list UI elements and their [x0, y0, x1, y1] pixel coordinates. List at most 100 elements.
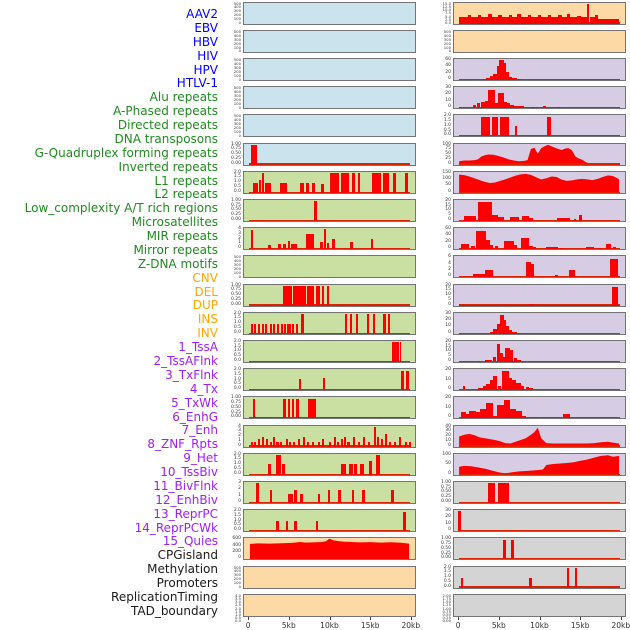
data-bar	[515, 411, 523, 419]
y-tick-label: 10	[445, 520, 451, 526]
data-bar	[266, 439, 269, 447]
y-tick-label: 20	[445, 395, 451, 401]
y-tick-label: 0	[448, 527, 451, 533]
y-tick-label: 0.50	[442, 612, 451, 617]
data-baseline	[459, 135, 620, 137]
track-label-AAV2: AAV2	[186, 7, 218, 21]
y-tick-label: 100	[233, 72, 241, 78]
y-tick-label: 200	[232, 549, 241, 555]
data-bar	[483, 78, 487, 80]
y-tick-label: 0.50	[440, 545, 451, 551]
y-tick-label: 0	[448, 414, 451, 420]
y-tick-label: 0	[448, 273, 451, 279]
data-bar	[556, 218, 571, 221]
data-bar	[580, 16, 588, 24]
data-bar	[532, 247, 537, 250]
data-bar	[517, 14, 521, 24]
data-bar	[300, 494, 303, 503]
y-tick-label: 4	[238, 226, 241, 232]
y-tick-label: 2.0	[443, 113, 451, 119]
x-tick-label: 5kb	[281, 620, 296, 630]
y-tick-label: 0	[448, 188, 451, 194]
y-tick-label: 40	[445, 63, 451, 69]
data-bar	[349, 463, 353, 475]
data-bar	[513, 358, 518, 362]
data-bar	[465, 414, 470, 419]
y-tick-label: 300	[233, 93, 241, 98]
y-tick-label: 0.0	[233, 329, 241, 335]
y-tick-label: 1.0	[443, 122, 451, 128]
data-bar	[510, 217, 519, 221]
data-bar	[305, 234, 315, 250]
data-bar	[269, 489, 273, 503]
track-label-12_EnhBiv: 12_EnhBiv	[155, 492, 218, 507]
y-tick-label: 2	[238, 433, 241, 439]
data-bar	[273, 436, 276, 447]
y-tick-label: 30	[445, 508, 451, 514]
data-bar	[340, 173, 350, 193]
data-bar	[492, 116, 499, 137]
track-panel-HIV	[243, 86, 416, 110]
data-bar	[517, 79, 521, 80]
data-bar	[486, 77, 490, 80]
data-bar	[347, 441, 350, 447]
data-bar	[560, 247, 564, 250]
data-bar	[489, 76, 494, 80]
y-tick-label: 300	[233, 64, 241, 70]
data-bar	[333, 436, 336, 447]
track-panel-6_EnhG	[453, 198, 626, 222]
y-tick-label: 0.5	[233, 325, 241, 331]
x-tick-mark	[580, 616, 582, 620]
track-label-Z-DNA motifs: Z-DNA motifs	[137, 256, 218, 271]
x-tick-label: 0	[455, 620, 461, 630]
y-tick-label: 1.00	[230, 395, 241, 401]
data-bar	[505, 348, 511, 362]
y-tick-label: 1.5	[234, 608, 241, 614]
y-tick-label: 0.75	[230, 287, 241, 293]
data-bar	[476, 230, 487, 250]
y-tick-label: 5	[448, 353, 451, 359]
data-bar	[294, 489, 297, 503]
y-tick-label: 1.5	[233, 343, 241, 349]
data-bar	[513, 105, 521, 109]
data-bar	[289, 441, 292, 447]
y-axis-ticks-14_ReprPCWk: 40 30 20 10 0	[421, 424, 451, 448]
data-bar	[503, 400, 511, 419]
data-bar	[254, 441, 257, 447]
data-bar	[328, 441, 331, 447]
y-tick-label: 0	[238, 48, 241, 54]
data-bar	[283, 285, 292, 306]
y-tick-label: 0.00	[440, 499, 451, 505]
y-tick-label: 20	[445, 197, 451, 203]
data-bar	[589, 17, 596, 24]
y-tick-label: 400	[233, 60, 241, 66]
track-label-8_ZNF_Rpts: 8_ZNF_Rpts	[147, 437, 218, 452]
y-tick-label: 0	[448, 104, 451, 110]
y-tick-label: 40	[445, 232, 451, 238]
data-bar	[344, 436, 347, 447]
track-panel-9_Het	[453, 283, 626, 307]
y-tick-label: 1.0	[233, 517, 241, 523]
y-axis-ticks-L1 repeats: 2.0 1.5 1.0 0.5 0.0	[211, 339, 241, 363]
y-tick-label: 1.00	[440, 536, 451, 542]
data-bar	[502, 357, 506, 362]
y-tick-label: 200	[233, 40, 241, 46]
y-tick-label: 500	[233, 0, 241, 6]
data-bar	[294, 521, 297, 532]
data-bar	[520, 237, 530, 250]
data-bar	[261, 173, 264, 193]
y-axis-ticks-1_TssA: 60 40 20 0	[421, 57, 451, 81]
y-tick-label: 3	[238, 479, 241, 485]
track-label-Directed repeats: Directed repeats	[117, 118, 218, 133]
y-axis-ticks-DUP: 4.0 3.5 3.0 2.5 2.0 1.5 1.0 0.5 0.0	[211, 593, 241, 623]
y-axis-ticks-AAV2: 500 400 300 200 100 0	[211, 0, 241, 25]
data-bar	[537, 14, 542, 24]
data-bar	[522, 415, 526, 419]
y-tick-label: 500	[233, 113, 241, 119]
data-bar	[547, 116, 551, 137]
y-tick-label: 0.00	[230, 301, 241, 307]
data-bar	[327, 489, 331, 503]
data-bar	[522, 216, 530, 221]
y-tick-label: 30	[445, 85, 451, 91]
data-bar	[467, 14, 472, 24]
